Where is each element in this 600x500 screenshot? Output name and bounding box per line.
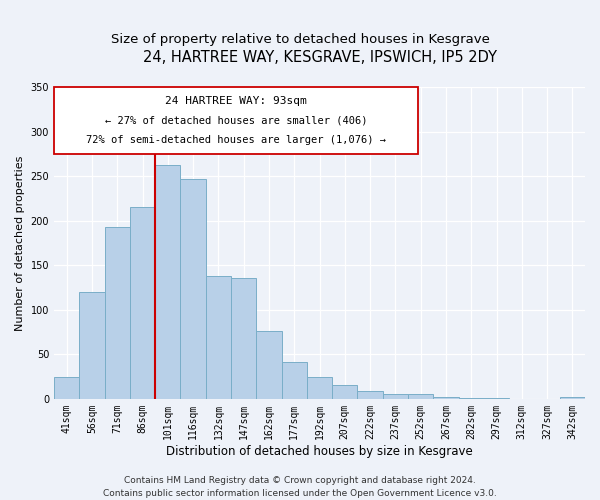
Bar	[332, 384, 358, 399]
Bar	[130, 208, 155, 399]
Bar	[484, 398, 509, 399]
Bar	[281, 362, 307, 399]
Text: Contains HM Land Registry data © Crown copyright and database right 2024.
Contai: Contains HM Land Registry data © Crown c…	[103, 476, 497, 498]
Bar	[256, 331, 281, 399]
Text: 72% of semi-detached houses are larger (1,076) →: 72% of semi-detached houses are larger (…	[86, 136, 386, 145]
Bar	[206, 276, 231, 399]
FancyBboxPatch shape	[54, 87, 418, 154]
Text: ← 27% of detached houses are smaller (406): ← 27% of detached houses are smaller (40…	[104, 115, 367, 125]
Text: 24 HARTREE WAY: 93sqm: 24 HARTREE WAY: 93sqm	[165, 96, 307, 106]
Bar	[155, 166, 181, 399]
Bar	[181, 179, 206, 399]
Bar	[307, 376, 332, 399]
Bar	[433, 397, 458, 399]
Bar	[358, 391, 383, 399]
Y-axis label: Number of detached properties: Number of detached properties	[15, 155, 25, 330]
Bar	[383, 394, 408, 399]
Title: 24, HARTREE WAY, KESGRAVE, IPSWICH, IP5 2DY: 24, HARTREE WAY, KESGRAVE, IPSWICH, IP5 …	[143, 50, 497, 65]
Text: Size of property relative to detached houses in Kesgrave: Size of property relative to detached ho…	[110, 32, 490, 46]
Bar	[231, 278, 256, 399]
Bar	[79, 292, 104, 399]
Bar	[104, 227, 130, 399]
Bar	[560, 397, 585, 399]
Bar	[408, 394, 433, 399]
Bar	[458, 398, 484, 399]
X-axis label: Distribution of detached houses by size in Kesgrave: Distribution of detached houses by size …	[166, 444, 473, 458]
Bar	[54, 376, 79, 399]
